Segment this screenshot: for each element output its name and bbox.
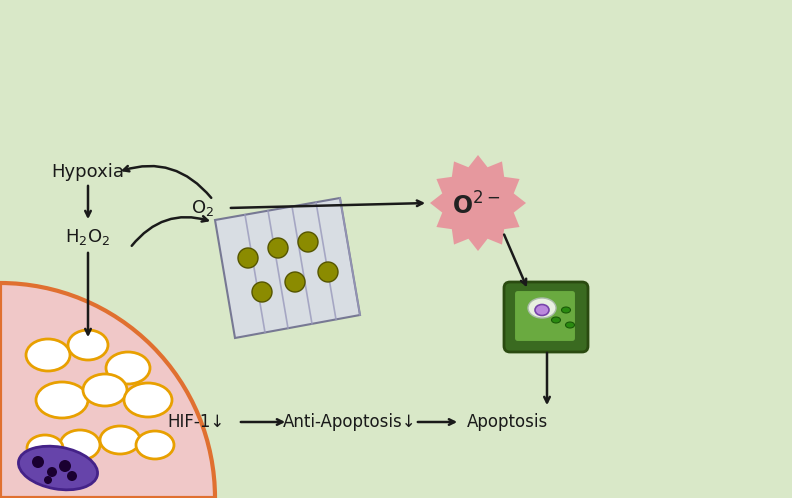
Ellipse shape: [124, 383, 172, 417]
Ellipse shape: [136, 431, 174, 459]
Text: Anti-Apoptosis↓: Anti-Apoptosis↓: [284, 413, 417, 431]
Circle shape: [268, 238, 288, 258]
Circle shape: [59, 460, 71, 472]
Circle shape: [32, 456, 44, 468]
Circle shape: [238, 248, 258, 268]
Circle shape: [47, 467, 57, 477]
Ellipse shape: [26, 339, 70, 371]
Circle shape: [318, 262, 338, 282]
Ellipse shape: [106, 352, 150, 384]
FancyBboxPatch shape: [514, 290, 576, 342]
Ellipse shape: [36, 382, 88, 418]
Circle shape: [44, 476, 52, 484]
Ellipse shape: [562, 307, 570, 313]
Text: O$^{2-}$: O$^{2-}$: [452, 192, 500, 220]
Ellipse shape: [551, 317, 561, 323]
Circle shape: [252, 282, 272, 302]
Circle shape: [285, 272, 305, 292]
Ellipse shape: [60, 430, 100, 460]
Text: Hypoxia: Hypoxia: [51, 163, 124, 181]
Ellipse shape: [83, 374, 127, 406]
Wedge shape: [0, 283, 215, 498]
Ellipse shape: [535, 304, 549, 316]
Ellipse shape: [100, 426, 140, 454]
Ellipse shape: [27, 435, 63, 461]
Circle shape: [298, 232, 318, 252]
Text: HIF-1↓: HIF-1↓: [167, 413, 225, 431]
Text: H$_2$O$_2$: H$_2$O$_2$: [66, 227, 111, 247]
Polygon shape: [215, 198, 360, 338]
Text: Apoptosis: Apoptosis: [467, 413, 549, 431]
Ellipse shape: [565, 322, 574, 328]
Ellipse shape: [68, 330, 108, 360]
Ellipse shape: [528, 298, 556, 318]
Circle shape: [67, 471, 77, 481]
Ellipse shape: [18, 446, 97, 490]
Text: O$_2$: O$_2$: [192, 198, 215, 218]
Polygon shape: [430, 155, 526, 251]
FancyBboxPatch shape: [504, 282, 588, 352]
